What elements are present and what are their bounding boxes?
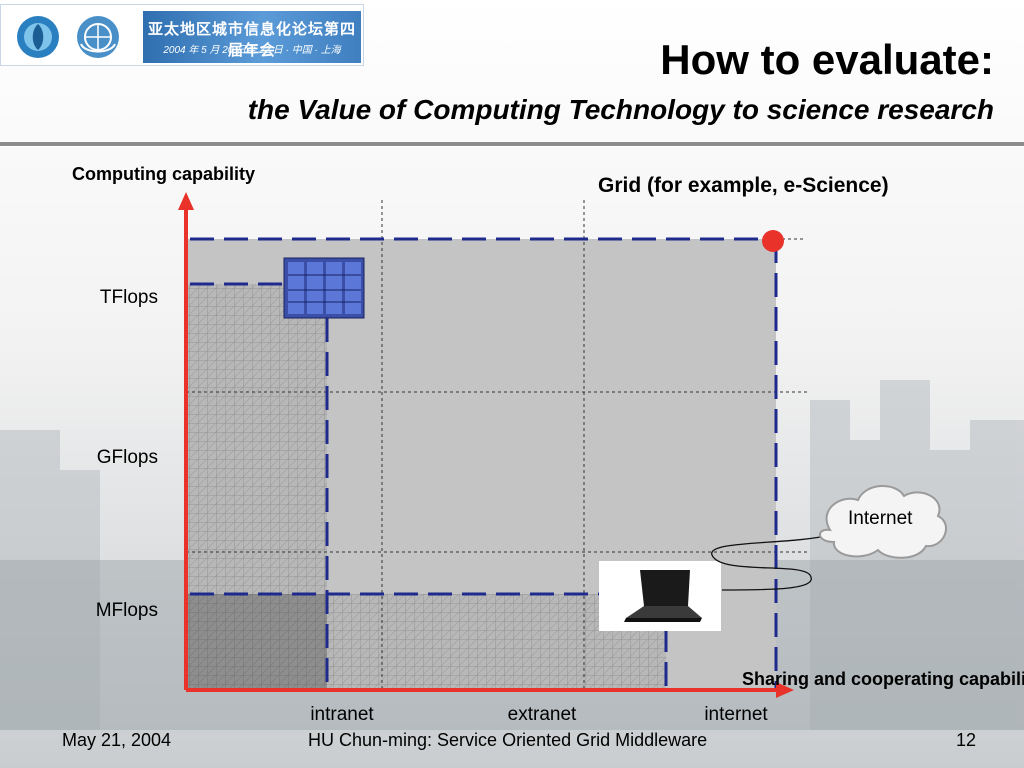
- footer-page-number: 12: [956, 730, 977, 750]
- footer-author-title: HU Chun-ming: Service Oriented Grid Midd…: [308, 730, 708, 750]
- title-divider-highlight: [0, 146, 1024, 147]
- slide-subtitle: the Value of Computing Technology to sci…: [247, 94, 994, 125]
- banner-title-panel: 亚太地区城市信息化论坛第四届年会 2004 年 5 月 20 日至 22 日 ·…: [143, 11, 361, 63]
- footer-date: May 21, 2004: [62, 730, 172, 750]
- y-tick-mflops: MFlops: [95, 600, 158, 621]
- slide-title: How to evaluate:: [660, 36, 994, 83]
- grid-annotation: Grid (for example, e-Science): [598, 174, 889, 197]
- title-divider: [0, 142, 1024, 146]
- conference-banner: 亚太地区城市信息化论坛第四届年会 2004 年 5 月 20 日至 22 日 ·…: [0, 4, 364, 66]
- banner-subtitle: 2004 年 5 月 20 日至 22 日 · 中国 · 上海: [163, 45, 341, 56]
- overlap-region: [186, 594, 327, 690]
- x-tick-internet: internet: [704, 704, 768, 725]
- y-tick-tflops: TFlops: [99, 287, 158, 308]
- x-tick-intranet: intranet: [310, 704, 374, 725]
- laptop-icon: [599, 561, 721, 631]
- x-axis-title: Sharing and cooperating capability: [742, 669, 1024, 689]
- un-emblem-icon: [77, 16, 119, 58]
- internet-cloud-label: Internet: [848, 508, 913, 529]
- axes: [178, 192, 794, 698]
- network-cable: [711, 534, 831, 591]
- banner-title: 亚太地区城市信息化论坛第四届年会: [147, 21, 356, 59]
- y-tick-gflops: GFlops: [96, 447, 158, 468]
- y-axis-title: Computing capability: [72, 164, 256, 184]
- guide-lines: [186, 200, 810, 690]
- grid-target-marker: [762, 230, 784, 252]
- supercomputer-icon: [283, 257, 365, 319]
- dashed-boundaries: [190, 237, 778, 690]
- conference-logo-icon: [17, 16, 59, 58]
- internet-cloud-icon: [819, 484, 947, 559]
- x-tick-extranet: extranet: [507, 704, 577, 725]
